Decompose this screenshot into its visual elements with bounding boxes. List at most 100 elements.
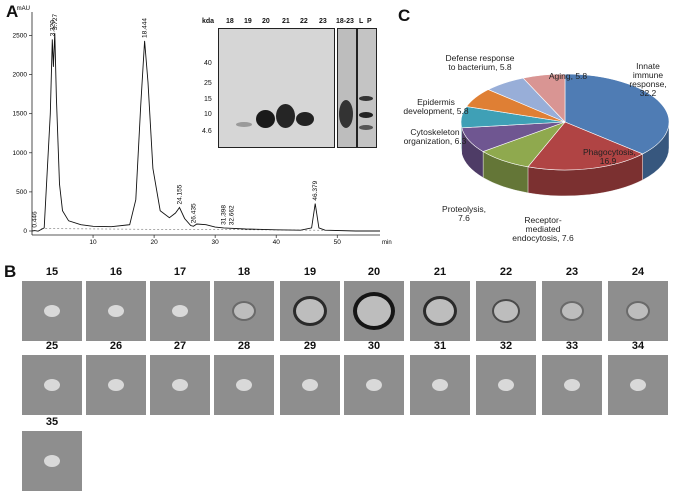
- assay-plate: [150, 355, 210, 415]
- pie-label-proteolysis: Proteolysis, 7.6: [442, 204, 486, 223]
- fraction-label-15: 15: [45, 266, 59, 278]
- y-tick-label: 0: [23, 228, 27, 235]
- gel-lane-23: 23: [319, 18, 327, 25]
- panel-label-a: A: [6, 2, 19, 21]
- fraction-label-22: 22: [499, 266, 513, 278]
- fraction-label-33: 33: [565, 340, 579, 352]
- fraction-label-16: 16: [109, 266, 123, 278]
- gel-lane-19: 19: [244, 18, 252, 25]
- x-tick-label: 10: [89, 239, 97, 246]
- fraction-label-31: 31: [433, 340, 447, 352]
- gel-lane-l: L: [359, 18, 364, 25]
- assay-plate: [344, 281, 404, 341]
- pie-label-cytoskeleton: Cytoskeleton organization, 6.3: [403, 127, 467, 146]
- assay-plate: [476, 355, 536, 415]
- peak-label: 24.155: [177, 184, 184, 204]
- sample-spot: [44, 455, 60, 467]
- sample-spot: [172, 305, 188, 317]
- x-unit: min: [382, 240, 392, 246]
- gel-band: [359, 96, 373, 101]
- gel-lane-20: 20: [262, 18, 270, 25]
- peak-label: 3.320: [49, 20, 56, 37]
- assay-plate: [410, 281, 470, 341]
- assay-plate: [542, 281, 602, 341]
- inhibition-zone: [560, 301, 584, 321]
- mw-4.6: 4.6: [202, 128, 212, 135]
- y-unit: mAU: [17, 6, 30, 12]
- gel-lp: [357, 28, 377, 148]
- assay-plate: [344, 355, 404, 415]
- inhibition-zone: [232, 301, 256, 321]
- pie-label-receptor: Receptor-mediated endocytosis, 7.6: [512, 215, 574, 243]
- assay-plate: [86, 281, 146, 341]
- gel-lane-21: 21: [282, 18, 290, 25]
- y-tick-label: 2500: [13, 32, 28, 39]
- x-tick-label: 40: [273, 239, 281, 246]
- gel-band: [359, 112, 373, 118]
- fraction-label-23: 23: [565, 266, 579, 278]
- y-tick-label: 500: [16, 189, 27, 196]
- assay-plate: [476, 281, 536, 341]
- gel-band: [276, 104, 295, 128]
- sample-spot: [366, 379, 382, 391]
- inhibition-zone: [626, 301, 650, 321]
- gel-unit: kda: [202, 18, 215, 25]
- gel-band: [236, 122, 252, 127]
- x-tick-label: 20: [150, 239, 158, 246]
- fraction-label-21: 21: [433, 266, 447, 278]
- gel-lane-p: P: [367, 18, 372, 25]
- assay-plate: [280, 281, 340, 341]
- fraction-label-20: 20: [367, 266, 381, 278]
- gel-band: [296, 112, 314, 126]
- pie-label-defense: Defense response to bacterium, 5.8: [445, 53, 515, 72]
- inhibition-zone: [423, 296, 457, 326]
- pie-slice: [564, 73, 670, 155]
- assay-plate: [410, 355, 470, 415]
- fraction-label-32: 32: [499, 340, 513, 352]
- fraction-label-34: 34: [631, 340, 645, 352]
- gel-lane-18: 18: [226, 18, 234, 25]
- y-tick-label: 2000: [13, 72, 28, 79]
- mw-40: 40: [204, 60, 212, 67]
- sample-spot: [236, 379, 252, 391]
- panel-label-b: B: [4, 262, 17, 281]
- assay-plate: [22, 431, 82, 491]
- fraction-label-26: 26: [109, 340, 123, 352]
- assay-plate: [150, 281, 210, 341]
- gel-lane-pooled: 18-23: [336, 18, 354, 25]
- fraction-label-27: 27: [173, 340, 187, 352]
- peak-label: 18.444: [142, 18, 149, 38]
- inhibition-zone: [293, 296, 327, 326]
- fraction-label-35: 35: [45, 416, 59, 428]
- sample-spot: [302, 379, 318, 391]
- chromatogram: mAU 0 500 1000 1500 2000 2500 10 20 30 40 50 min 0.44…: [13, 6, 392, 246]
- assay-plate: [86, 355, 146, 415]
- pie-label-innate: Innate immune response, 32.2: [629, 61, 667, 98]
- fraction-label-29: 29: [303, 340, 317, 352]
- pie-label-aging: Aging, 5.8: [548, 71, 588, 81]
- assay-plate: [22, 355, 82, 415]
- assay-plate: [608, 281, 668, 341]
- sample-spot: [432, 379, 448, 391]
- sample-spot: [564, 379, 580, 391]
- y-tick-label: 1000: [13, 150, 28, 157]
- fraction-label-19: 19: [303, 266, 317, 278]
- x-tick-label: 30: [212, 239, 220, 246]
- assay-plate: [608, 355, 668, 415]
- mw-10: 10: [204, 111, 212, 118]
- sample-spot: [108, 379, 124, 391]
- x-tick-label: 50: [334, 239, 342, 246]
- sample-spot: [630, 379, 646, 391]
- pie-slice: [522, 73, 566, 123]
- fraction-label-30: 30: [367, 340, 381, 352]
- pie-label-epidermis: Epidermis development, 5.8: [403, 97, 469, 116]
- gel-band: [359, 125, 373, 130]
- pie-chart: [460, 73, 670, 197]
- peak-label: 32.662: [228, 205, 235, 225]
- pie-slice: [527, 121, 644, 171]
- assay-plate: [280, 355, 340, 415]
- gel-main: [218, 28, 335, 148]
- sample-spot: [44, 305, 60, 317]
- peak-label: 26.435: [190, 203, 197, 223]
- inhibition-zone: [353, 292, 395, 330]
